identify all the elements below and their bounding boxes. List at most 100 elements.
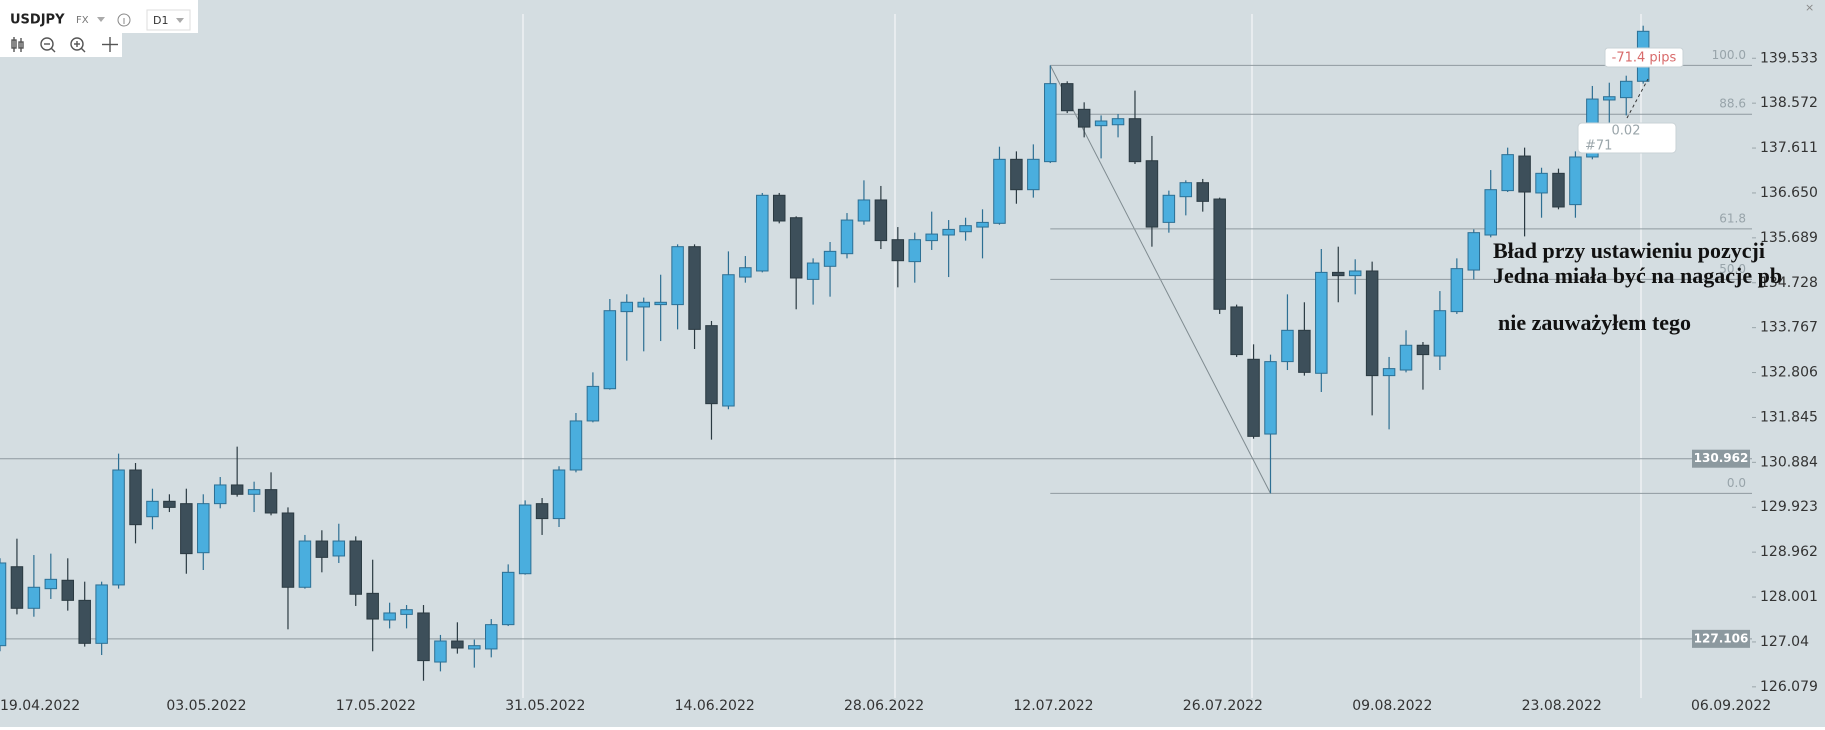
candle-body: [586, 385, 600, 422]
x-tick-label: 09.08.2022: [1352, 698, 1432, 714]
y-tick-label: 137.611: [1760, 140, 1818, 156]
candle-body: [1399, 344, 1413, 371]
candle-body: [1569, 156, 1582, 206]
x-tick-label: 14.06.2022: [675, 698, 755, 714]
candle-body: [1484, 189, 1497, 236]
pan-icon[interactable]: [102, 37, 118, 52]
candle-body: [671, 246, 684, 306]
y-tick-label: 132.806: [1760, 365, 1818, 381]
candle-body: [1145, 160, 1159, 228]
candle-body: [1179, 182, 1193, 198]
candle-body: [688, 246, 701, 330]
month-separators: [522, 14, 1642, 698]
candle-body: [874, 199, 888, 242]
x-tick-label: 06.09.2022: [1691, 698, 1771, 714]
order-box[interactable]: [1577, 122, 1677, 154]
candle-body: [44, 578, 58, 590]
annotation: Bład przy ustawieniu pozycji: [1493, 238, 1765, 263]
zoom-out-icon[interactable]: [40, 37, 56, 53]
candle-body: [569, 420, 583, 471]
candle-body: [1315, 271, 1328, 374]
y-tick-label: 128.001: [1760, 589, 1818, 605]
toolbar-icons: [11, 37, 118, 53]
candle-body: [78, 599, 91, 644]
candle-body: [10, 566, 24, 609]
bottom-strip: [0, 727, 1825, 730]
fib-level-label: 0.0: [1727, 476, 1746, 490]
candle-body: [383, 612, 396, 621]
candle-body: [806, 262, 820, 280]
candle-body: [1264, 361, 1277, 435]
candle-body: [535, 503, 549, 520]
candle-body: [1281, 329, 1294, 363]
candle-body: [552, 469, 566, 520]
candle-body: [789, 217, 803, 279]
candle-body: [146, 500, 159, 518]
measure-box[interactable]: [1604, 47, 1684, 68]
close-icon[interactable]: ×: [1805, 1, 1814, 14]
x-tick-label: 26.07.2022: [1183, 698, 1263, 714]
axes: 139.533 138.572 137.611 136.650 135.689 134.7…: [0, 48, 1818, 714]
candle-body: [61, 579, 75, 601]
candle-body: [1518, 155, 1531, 193]
x-tick-label: 03.05.2022: [166, 698, 246, 714]
candle-body: [366, 592, 379, 620]
candle-body: [1348, 270, 1362, 277]
candle-body: [485, 624, 498, 650]
x-tick-label: 31.05.2022: [505, 698, 585, 714]
candle-body: [840, 219, 854, 255]
candle-body: [451, 640, 464, 649]
fib-level-label: 61.8: [1719, 211, 1746, 225]
candle-body: [993, 158, 1006, 224]
candle-body: [230, 484, 244, 495]
timeframe: D1: [153, 14, 168, 27]
candle-body: [1044, 83, 1057, 163]
timeframe-box[interactable]: [146, 9, 191, 31]
candle-body: [620, 301, 634, 313]
y-tick-label: 129.923: [1760, 499, 1818, 515]
candle-body: [1619, 80, 1633, 99]
x-tick-label: 28.06.2022: [844, 698, 924, 714]
y-tick-label: 128.962: [1760, 544, 1818, 560]
candle-body: [705, 325, 718, 405]
price-tag: [1692, 629, 1750, 648]
info-icon[interactable]: [117, 13, 131, 27]
candle-body: [1060, 83, 1074, 112]
plot-area: [0, 25, 1752, 681]
price-tag-label: 130.962: [1694, 451, 1749, 465]
candle-body: [264, 489, 278, 514]
candles-icon[interactable]: [11, 37, 24, 52]
candle-body: [1094, 120, 1108, 127]
candle-body: [1416, 344, 1430, 356]
candle-body: [1247, 358, 1260, 437]
candle-body: [1535, 172, 1548, 194]
candle-body: [197, 503, 210, 554]
candle-body: [518, 504, 532, 575]
x-tick-label: 23.08.2022: [1522, 698, 1602, 714]
candle-body: [1467, 232, 1481, 271]
x-tick-label: 19.04.2022: [0, 698, 80, 714]
price-tag: [1692, 449, 1750, 468]
candle-body: [213, 484, 227, 505]
candle-body: [298, 540, 312, 588]
y-tick-label: 133.767: [1760, 320, 1818, 336]
candle-body: [247, 489, 261, 495]
candle-body: [942, 228, 955, 236]
measure-line: [1626, 78, 1649, 119]
y-tick-label: 130.884: [1760, 454, 1818, 470]
candle-body: [823, 250, 837, 267]
zoom-in-icon[interactable]: [70, 37, 86, 53]
candle-body: [27, 586, 41, 609]
candle-body: [603, 310, 617, 390]
symbol[interactable]: USDJPY: [10, 13, 65, 28]
candle-body: [756, 194, 769, 272]
y-tick-label: 126.079: [1760, 679, 1818, 695]
candle-body: [1365, 270, 1379, 377]
candle-body: [112, 469, 125, 586]
candle-body: [1162, 194, 1176, 223]
candle-body: [1552, 172, 1565, 208]
market: FX: [76, 15, 89, 26]
fib-level-label: 50.0: [1719, 262, 1746, 276]
dropdown-arrow[interactable]: [97, 17, 105, 22]
